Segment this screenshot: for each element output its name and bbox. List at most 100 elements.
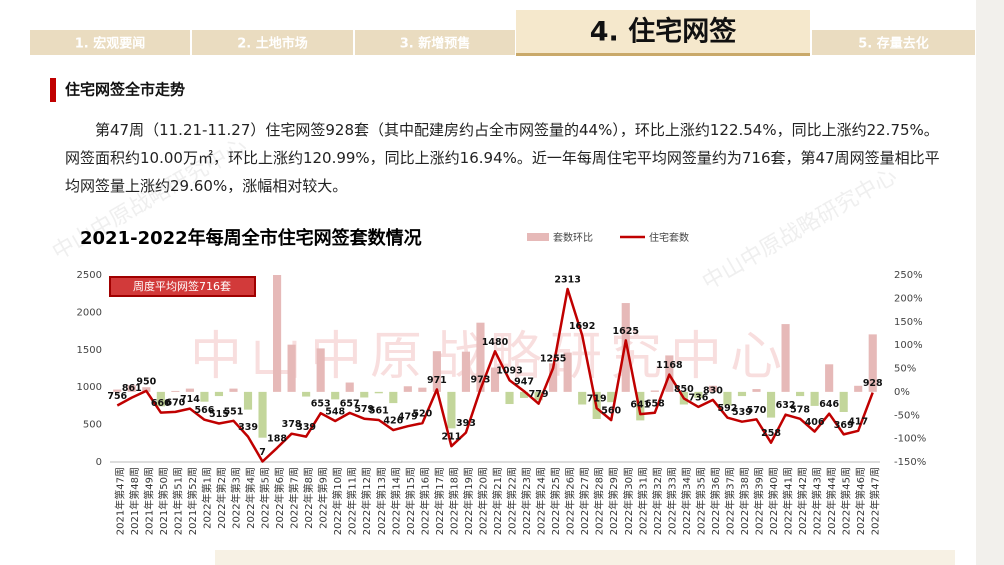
data-label: 632 xyxy=(776,400,796,411)
section-title: 住宅网签全市走势 xyxy=(65,81,185,99)
data-label: 339 xyxy=(238,422,258,433)
data-label: 714 xyxy=(180,394,200,405)
data-label: 560 xyxy=(601,406,621,417)
bar xyxy=(374,391,383,394)
data-label: 479 xyxy=(398,412,418,423)
x-tick-label: 2022年第8周 xyxy=(302,467,315,529)
data-label: 660 xyxy=(151,398,171,409)
data-label: 369 xyxy=(834,420,854,431)
bar xyxy=(694,391,703,398)
data-label: 515 xyxy=(209,409,229,420)
x-tick-label: 2022年第30周 xyxy=(622,467,635,535)
x-tick-label: 2022年第35周 xyxy=(694,467,707,535)
bar xyxy=(868,334,877,392)
nav-tab-label[interactable]: 2. 土地市场 xyxy=(237,36,308,52)
data-label: 736 xyxy=(688,392,708,403)
bar xyxy=(461,351,471,392)
x-tick-label: 2022年第36周 xyxy=(709,467,722,535)
x-tick-label: 2022年第31周 xyxy=(636,467,649,535)
bar xyxy=(549,363,558,392)
x-tick-label: 2022年第33周 xyxy=(665,467,678,535)
line xyxy=(116,287,874,463)
x-tick-label: 2022年第43周 xyxy=(811,467,824,535)
nav-tab-label[interactable]: 5. 存量去化 xyxy=(858,36,929,52)
data-label: 1255 xyxy=(540,354,566,365)
legend-label: 套数环比 xyxy=(553,231,593,244)
x-tick-label: 2022年第1周 xyxy=(200,467,213,529)
data-label: 211 xyxy=(441,432,461,443)
bar xyxy=(360,391,369,398)
x-tick-label: 2021年第49周 xyxy=(142,467,155,535)
bar xyxy=(650,390,659,392)
bar xyxy=(214,391,224,397)
data-label: 646 xyxy=(819,399,839,410)
x-tick-label: 2022年第32周 xyxy=(651,467,664,535)
data-label: 406 xyxy=(805,417,825,428)
nav-tab[interactable] xyxy=(355,30,515,55)
x-tick-label: 2022年第41周 xyxy=(782,467,795,535)
nav-tab[interactable] xyxy=(192,30,353,55)
bar xyxy=(331,391,340,400)
nav-tab-label[interactable]: 3. 新增预售 xyxy=(400,36,471,52)
x-tick-label: 2022年第12周 xyxy=(360,467,373,535)
bar xyxy=(185,388,194,392)
data-label: 861 xyxy=(122,383,142,394)
data-label: 378 xyxy=(282,419,302,430)
y2-tick-label: 200% xyxy=(894,293,923,304)
bar xyxy=(113,389,122,392)
x-tick-label: 2022年第37周 xyxy=(723,467,736,535)
legend-label: 住宅套数 xyxy=(649,231,689,244)
data-label: 548 xyxy=(325,407,345,418)
bar xyxy=(127,385,136,392)
x-tick-label: 2022年第4周 xyxy=(244,467,257,529)
nav-tab[interactable] xyxy=(516,10,810,55)
bar xyxy=(142,387,151,392)
data-label: 756 xyxy=(107,391,127,402)
y-tick-label: 2000 xyxy=(77,307,102,318)
bar xyxy=(403,386,412,392)
x-tick-label: 2022年第45周 xyxy=(840,467,853,535)
data-label: 971 xyxy=(427,375,447,386)
bar xyxy=(607,391,616,403)
x-tick-label: 2022年第23周 xyxy=(520,467,533,535)
x-tick-label: 2022年第38周 xyxy=(738,467,751,535)
x-tick-label: 2022年第39周 xyxy=(753,467,766,535)
bar xyxy=(258,391,267,438)
bar xyxy=(432,351,441,392)
x-tick-label: 2022年第22周 xyxy=(506,467,519,535)
data-label: 1625 xyxy=(613,326,639,337)
nav-tab[interactable] xyxy=(30,30,190,55)
x-tick-label: 2022年第14周 xyxy=(389,467,402,535)
bar xyxy=(534,391,543,401)
data-label: 653 xyxy=(311,399,331,410)
y2-tick-label: 150% xyxy=(894,317,923,328)
x-tick-label: 2022年第10周 xyxy=(331,467,344,535)
y-tick-label: 1000 xyxy=(77,382,102,393)
bar xyxy=(287,344,296,392)
x-tick-label: 2021年第50周 xyxy=(157,467,170,535)
data-label: 1093 xyxy=(496,366,522,377)
y2-tick-label: -150% xyxy=(894,457,926,468)
bar xyxy=(447,391,456,429)
x-tick-label: 2022年第26周 xyxy=(564,467,577,535)
x-tick-label: 2022年第11周 xyxy=(346,467,359,535)
nav-tab-label[interactable]: 1. 宏观要闻 xyxy=(75,36,146,52)
x-tick-label: 2022年第15周 xyxy=(404,467,417,535)
x-tick-label: 2021年第52周 xyxy=(186,467,199,535)
x-tick-label: 2022年第24周 xyxy=(535,467,548,535)
data-label: 520 xyxy=(412,409,432,420)
nav-tab-label[interactable]: 4. 住宅网签 xyxy=(590,16,737,48)
bar xyxy=(200,391,209,402)
data-label: 950 xyxy=(136,376,156,387)
nav-tab[interactable] xyxy=(812,30,975,55)
x-tick-label: 2022年第28周 xyxy=(593,467,606,535)
data-label: 973 xyxy=(471,375,491,386)
data-label: 417 xyxy=(848,416,868,427)
bar xyxy=(636,391,645,421)
bar xyxy=(563,352,572,392)
bar xyxy=(302,391,311,397)
bar xyxy=(578,391,587,405)
y2-tick-label: 100% xyxy=(894,340,923,351)
y2-tick-label: 50% xyxy=(894,364,916,375)
x-tick-label: 2022年第20周 xyxy=(476,467,489,535)
